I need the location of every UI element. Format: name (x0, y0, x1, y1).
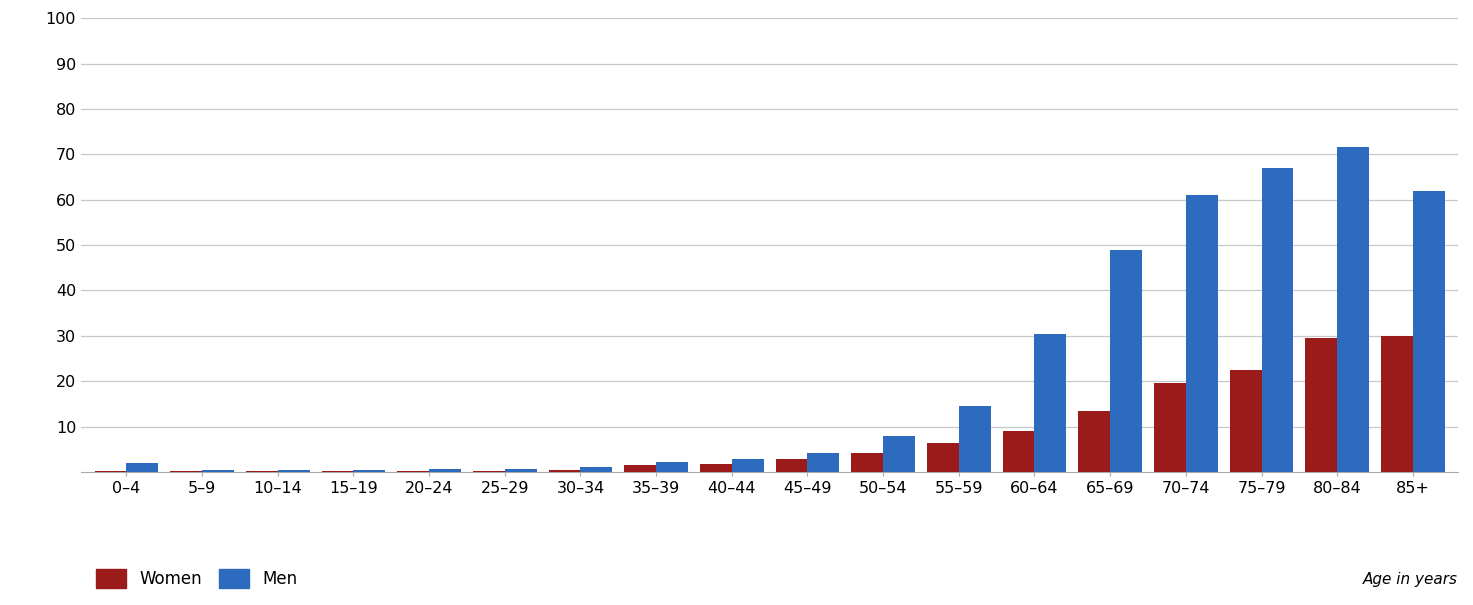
Bar (1230, 370, 1261, 472)
Bar (127, 463, 158, 472)
Bar (851, 453, 884, 472)
Bar (1305, 338, 1337, 472)
Text: Age in years: Age in years (1364, 572, 1458, 587)
Bar (1382, 336, 1413, 472)
Bar (959, 406, 991, 472)
Bar (655, 462, 688, 472)
Bar (1111, 249, 1142, 472)
Bar (354, 469, 386, 472)
Bar (884, 436, 915, 472)
Bar (94, 471, 127, 472)
Bar (807, 453, 840, 472)
Bar (171, 471, 202, 472)
Legend: Women, Men: Women, Men (90, 562, 303, 595)
Bar (1261, 168, 1293, 472)
Bar (1003, 431, 1034, 472)
Bar (429, 469, 461, 472)
Bar (1186, 195, 1218, 472)
Bar (732, 459, 763, 472)
Bar (505, 469, 536, 472)
Bar (927, 443, 959, 472)
Bar (1337, 148, 1368, 472)
Bar (321, 471, 354, 472)
Bar (398, 471, 429, 472)
Bar (246, 471, 278, 472)
Bar (1153, 384, 1186, 472)
Bar (580, 467, 613, 472)
Bar (202, 469, 234, 472)
Bar (700, 464, 732, 472)
Bar (1034, 333, 1066, 472)
Bar (278, 470, 309, 472)
Bar (776, 459, 807, 472)
Bar (473, 471, 505, 472)
Bar (1413, 191, 1445, 472)
Bar (1078, 411, 1111, 472)
Bar (625, 465, 655, 472)
Bar (548, 469, 580, 472)
